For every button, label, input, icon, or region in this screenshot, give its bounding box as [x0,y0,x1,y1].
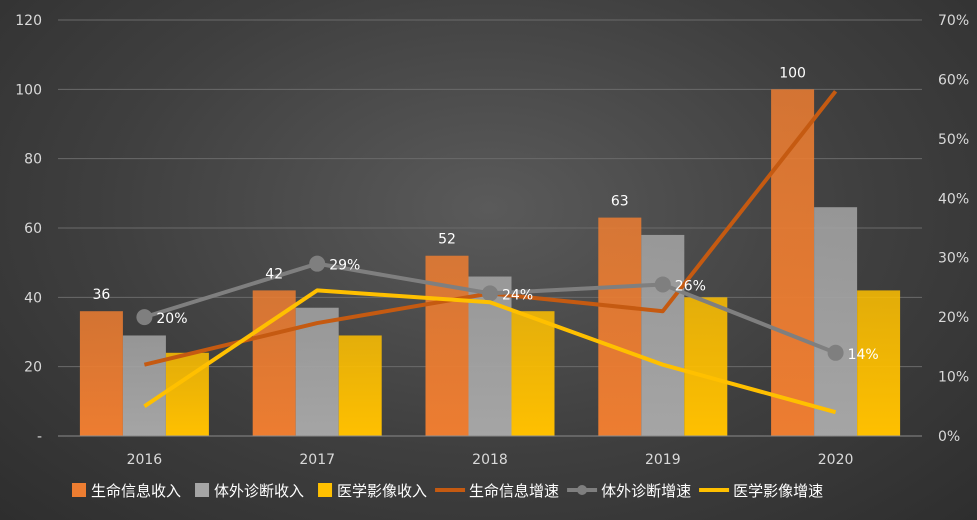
bar-生命信息收入 [771,89,815,436]
bar-data-label: 52 [438,232,456,248]
right-tick-label: 50% [938,132,969,148]
right-axis: 0% 10% 20% 30% 40% 50% 60% 70% [938,13,969,445]
x-axis: 2016 2017 2018 2019 2020 [58,435,922,468]
legend-swatch [195,483,210,497]
legend-label: 生命信息增速 [469,482,559,500]
right-tick-label: 0% [938,429,960,445]
bar-data-label: 36 [92,287,110,303]
right-tick-label: 10% [938,370,969,386]
right-tick-label: 70% [938,13,969,29]
data-labels: 36 42 52 63 100 20% 29% 24% 26% 14% [92,65,878,362]
x-tick-label: 2016 [127,452,163,468]
line-医学影像增速 [143,288,837,415]
bar-体外诊断收入 [122,335,166,436]
legend-label: 生命信息收入 [91,482,181,500]
bar-生命信息收入 [79,311,123,436]
bar-data-label: 42 [265,266,283,282]
x-tick-label: 2019 [645,452,681,468]
legend-label: 医学影像收入 [337,482,427,500]
right-tick-label: 20% [938,310,969,326]
bar-医学影像收入 [684,297,728,436]
left-tick-label: 40 [24,290,42,306]
line-data-label: 26% [675,278,706,294]
left-tick-label: 60 [24,221,42,237]
bar-体外诊断收入 [295,307,339,436]
left-axis: - 20 40 60 80 100 120 [15,13,42,445]
left-tick-label: - [37,429,42,445]
line-data-label: 29% [329,258,360,274]
bar-生命信息收入 [252,290,296,436]
line-data-label: 24% [502,287,533,303]
left-tick-label: 120 [15,13,42,29]
bar-data-label: 100 [779,65,806,81]
marker-体外诊断增速 [827,344,844,361]
bar-医学影像收入 [338,335,382,436]
right-tick-label: 40% [938,191,969,207]
line-data-label: 20% [156,311,187,327]
legend-label: 体外诊断增速 [601,482,691,500]
marker-体外诊断增速 [654,276,671,293]
legend-label: 体外诊断收入 [214,482,304,500]
bar-生命信息收入 [598,217,642,436]
legend: 生命信息收入 体外诊断收入 医学影像收入 生命信息增速 体外诊断增速 医学影像增速 [72,482,823,500]
x-tick-label: 2018 [472,452,508,468]
bar-医学影像收入 [511,311,555,436]
bar-体外诊断收入 [641,234,685,436]
legend-marker [577,485,588,495]
left-tick-label: 80 [24,152,42,168]
x-tick-label: 2020 [818,452,854,468]
marker-体外诊断增速 [309,255,326,272]
right-tick-label: 60% [938,72,969,88]
legend-label: 医学影像增速 [733,482,823,500]
x-tick-label: 2017 [299,452,335,468]
legend-swatch [318,483,333,497]
bar-医学影像收入 [857,290,901,436]
left-tick-label: 20 [24,360,42,376]
bar-体外诊断收入 [814,207,858,436]
marker-体外诊断增速 [136,309,153,326]
marker-体外诊断增速 [482,285,498,302]
left-tick-label: 100 [15,82,42,98]
line-data-label: 14% [848,347,879,363]
bar-data-label: 63 [611,194,629,210]
bars [79,89,901,436]
right-tick-label: 30% [938,251,969,267]
lines [136,90,844,415]
legend-swatch [72,483,86,497]
